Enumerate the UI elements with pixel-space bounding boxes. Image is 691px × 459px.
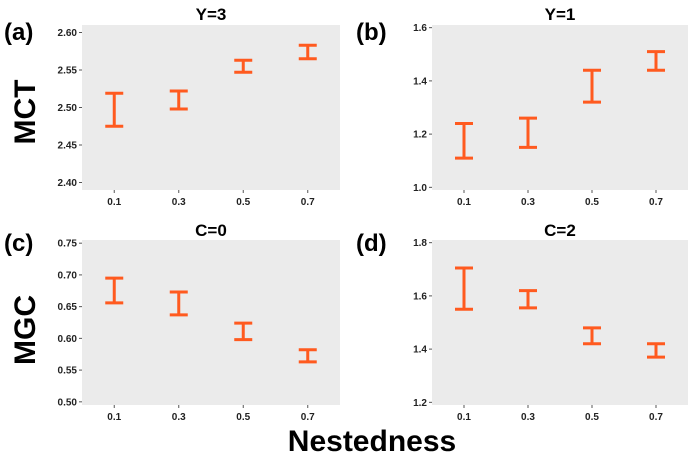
error-bar	[234, 58, 253, 74]
panel-title: Y=3	[196, 5, 227, 24]
panel-a: (a) Y=3 2.40 2.45 2.50 2.55 2.60 0.1 0.3 0.5 0.7	[4, 5, 340, 208]
x-tick-label: 0.3	[521, 412, 535, 423]
error-bar	[169, 89, 188, 111]
y-tick-label: 1.2	[413, 398, 427, 409]
y-tick-label: 1.2	[413, 130, 427, 141]
plot-background	[432, 25, 688, 190]
error-bar	[169, 290, 188, 317]
panel-letter: (d)	[356, 230, 387, 257]
y-tick-label: 2.55	[58, 66, 78, 77]
y-tick-label: 1.6	[413, 23, 427, 34]
y-tick-label: 0.70	[58, 270, 78, 281]
x-tick-label: 0.3	[172, 197, 186, 208]
panel-title: C=0	[195, 221, 227, 240]
y-tick-label: 2.40	[58, 178, 78, 189]
x-tick-label: 0.5	[236, 197, 250, 208]
y-tick-label: 1.8	[413, 238, 427, 249]
y-tick-label: 1.4	[413, 345, 427, 356]
error-bar	[234, 321, 253, 342]
error-bar	[455, 266, 473, 311]
x-tick-label: 0.7	[301, 412, 315, 423]
y-tick-label: 1.0	[413, 183, 427, 194]
y-tick-label: 0.65	[58, 302, 78, 313]
y-tick-label: 0.55	[58, 366, 78, 377]
error-bar	[298, 348, 317, 364]
x-tick-label: 0.5	[585, 412, 599, 423]
row-label-mct: MCT	[9, 80, 42, 145]
error-bar	[583, 326, 601, 346]
plot-background	[432, 240, 688, 405]
panel-letter: (a)	[4, 19, 33, 46]
error-bar	[105, 91, 124, 128]
x-tick-label: 0.7	[649, 197, 663, 208]
x-tick-label: 0.7	[301, 197, 315, 208]
y-tick-label: 1.6	[413, 291, 427, 302]
panel-c: (c) C=0 0.50 0.55 0.60 0.65 0.70 0.75 0.1 0.3 0.…	[4, 221, 340, 423]
x-tick-label: 0.1	[457, 412, 471, 423]
y-tick-label: 2.45	[58, 141, 78, 152]
x-tick-label: 0.5	[585, 197, 599, 208]
plot-background	[82, 25, 340, 190]
error-bar	[519, 289, 537, 310]
y-tick-label: 2.60	[58, 28, 78, 39]
y-tick-label: 0.60	[58, 334, 78, 345]
panel-letter: (b)	[356, 19, 387, 46]
panel-letter: (c)	[4, 230, 33, 257]
panel-b: (b) Y=1 1.0 1.2 1.4 1.6 0.1 0.3 0.5 0.7	[356, 5, 688, 208]
y-tick-label: 0.50	[58, 397, 78, 408]
plot-background	[82, 240, 340, 405]
x-tick-label: 0.1	[107, 197, 121, 208]
error-bar	[647, 342, 665, 359]
x-axis-title: Nestedness	[288, 425, 456, 458]
x-tick-label: 0.3	[172, 412, 186, 423]
row-label-mgc: MGC	[9, 295, 42, 365]
x-tick-label: 0.7	[649, 412, 663, 423]
x-tick-label: 0.3	[521, 197, 535, 208]
x-tick-label: 0.5	[236, 412, 250, 423]
y-tick-label: 1.4	[413, 76, 427, 87]
x-tick-label: 0.1	[107, 412, 121, 423]
panel-title: C=2	[544, 221, 576, 240]
error-bar	[298, 43, 317, 61]
error-bar	[647, 50, 665, 72]
y-tick-label: 0.75	[58, 239, 78, 250]
error-bar	[519, 116, 537, 149]
y-tick-label: 2.50	[58, 103, 78, 114]
panel-d: (d) C=2 1.2 1.4 1.6 1.8 0.1 0.3 0.5 0.7	[356, 221, 688, 423]
error-bar	[583, 68, 601, 104]
panel-title: Y=1	[545, 5, 576, 24]
x-tick-label: 0.1	[457, 197, 471, 208]
error-bar	[455, 121, 473, 160]
error-bar	[105, 276, 124, 305]
